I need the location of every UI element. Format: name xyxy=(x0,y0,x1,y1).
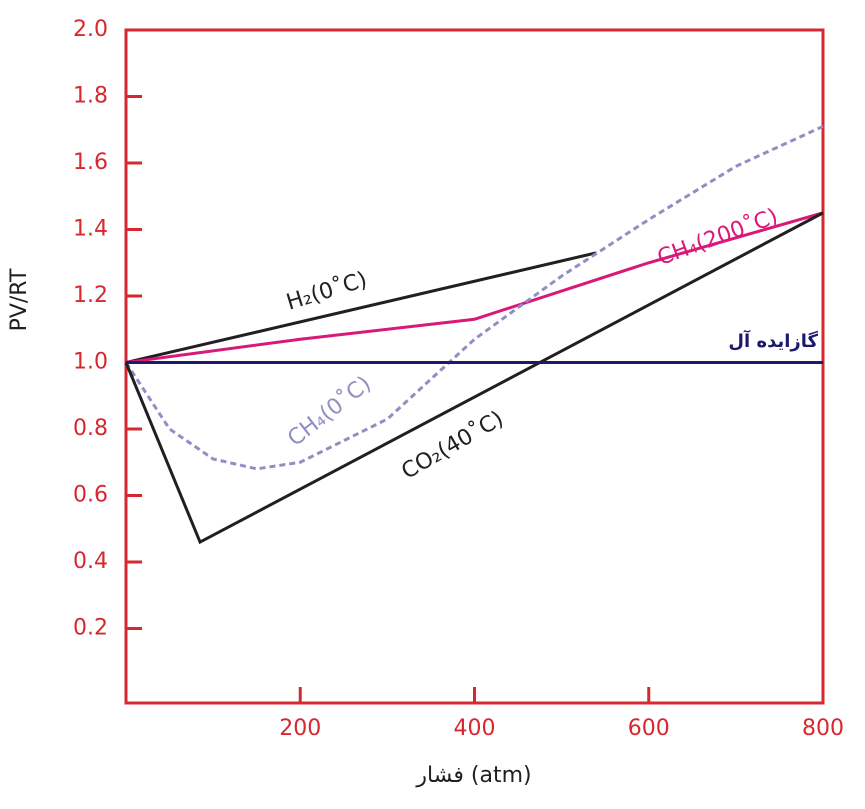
series-line xyxy=(126,213,823,542)
series-label: CH₄(0˚C) xyxy=(283,372,376,452)
series-label: گازایده آل xyxy=(728,329,818,352)
series-label: CH₄(200˚C) xyxy=(654,204,781,271)
y-tick-label: 1.2 xyxy=(73,283,108,308)
x-axis-label: فشار (atm) xyxy=(415,763,531,788)
x-tick-label: 400 xyxy=(454,716,496,741)
x-tick-label: 800 xyxy=(802,716,844,741)
y-axis-label: PV/RT xyxy=(7,268,32,331)
series-label: CO₂(40˚C) xyxy=(398,406,508,484)
x-tick-label: 600 xyxy=(628,716,670,741)
y-tick-label: 2.0 xyxy=(73,17,108,42)
y-tick-label: 0.8 xyxy=(73,416,108,441)
y-tick-label: 0.6 xyxy=(73,483,108,508)
y-tick-label: 1.4 xyxy=(73,217,108,242)
y-tick-label: 1.6 xyxy=(73,150,108,175)
plot-frame xyxy=(126,30,823,703)
y-tick-label: 1.8 xyxy=(73,84,108,109)
chart: PV/RT فشار (atm) 0.2 0.4 0.6 0.8 1.0 1.2 1.4 1.… xyxy=(0,0,865,805)
x-tick-label: 200 xyxy=(279,716,321,741)
y-tick-label: 0.2 xyxy=(73,616,108,641)
y-tick-label: 1.0 xyxy=(73,350,108,375)
y-tick-label: 0.4 xyxy=(73,549,108,574)
